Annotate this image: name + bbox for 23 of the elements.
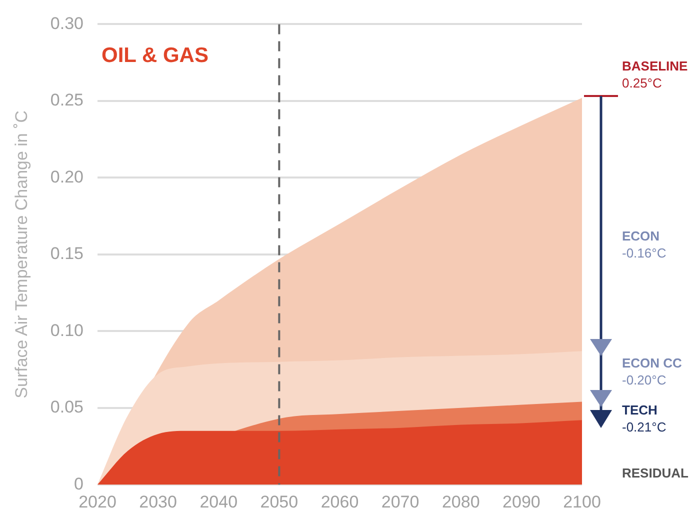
text: TECH -0.21°C [622, 402, 666, 435]
y-tick-label: 0.30 [50, 14, 84, 33]
y-tick-label: 0.25 [50, 90, 84, 110]
x-tick-label: 2030 [139, 492, 177, 512]
text: RESIDUAL [622, 466, 689, 481]
y-tick-label: 0.10 [50, 320, 84, 340]
x-tick-label: 2070 [381, 492, 420, 512]
x-tick-label: 2100 [563, 492, 601, 512]
text: BASELINE 0.25°C [622, 58, 688, 91]
text: ECON CC -0.20°C [622, 356, 683, 388]
x-tick-label: 2090 [502, 492, 540, 512]
text: ECON -0.16°C [622, 228, 666, 261]
y-tick-label: 0.15 [50, 244, 84, 264]
text: OIL & GAS [101, 44, 208, 67]
x-tick-label: 2040 [200, 492, 238, 512]
y-tick-label: 0 [74, 474, 84, 494]
y-tick-label: 0.20 [50, 167, 84, 186]
x-tick-label: 2020 [78, 492, 116, 512]
y-axis-title: Surface Air Temperature Change in ˚C [12, 110, 31, 398]
y-tick-label: 0.05 [50, 398, 84, 417]
x-tick-label: 2080 [442, 492, 480, 512]
x-tick-label: 2060 [320, 492, 359, 512]
x-tick-label: 2050 [260, 492, 298, 512]
